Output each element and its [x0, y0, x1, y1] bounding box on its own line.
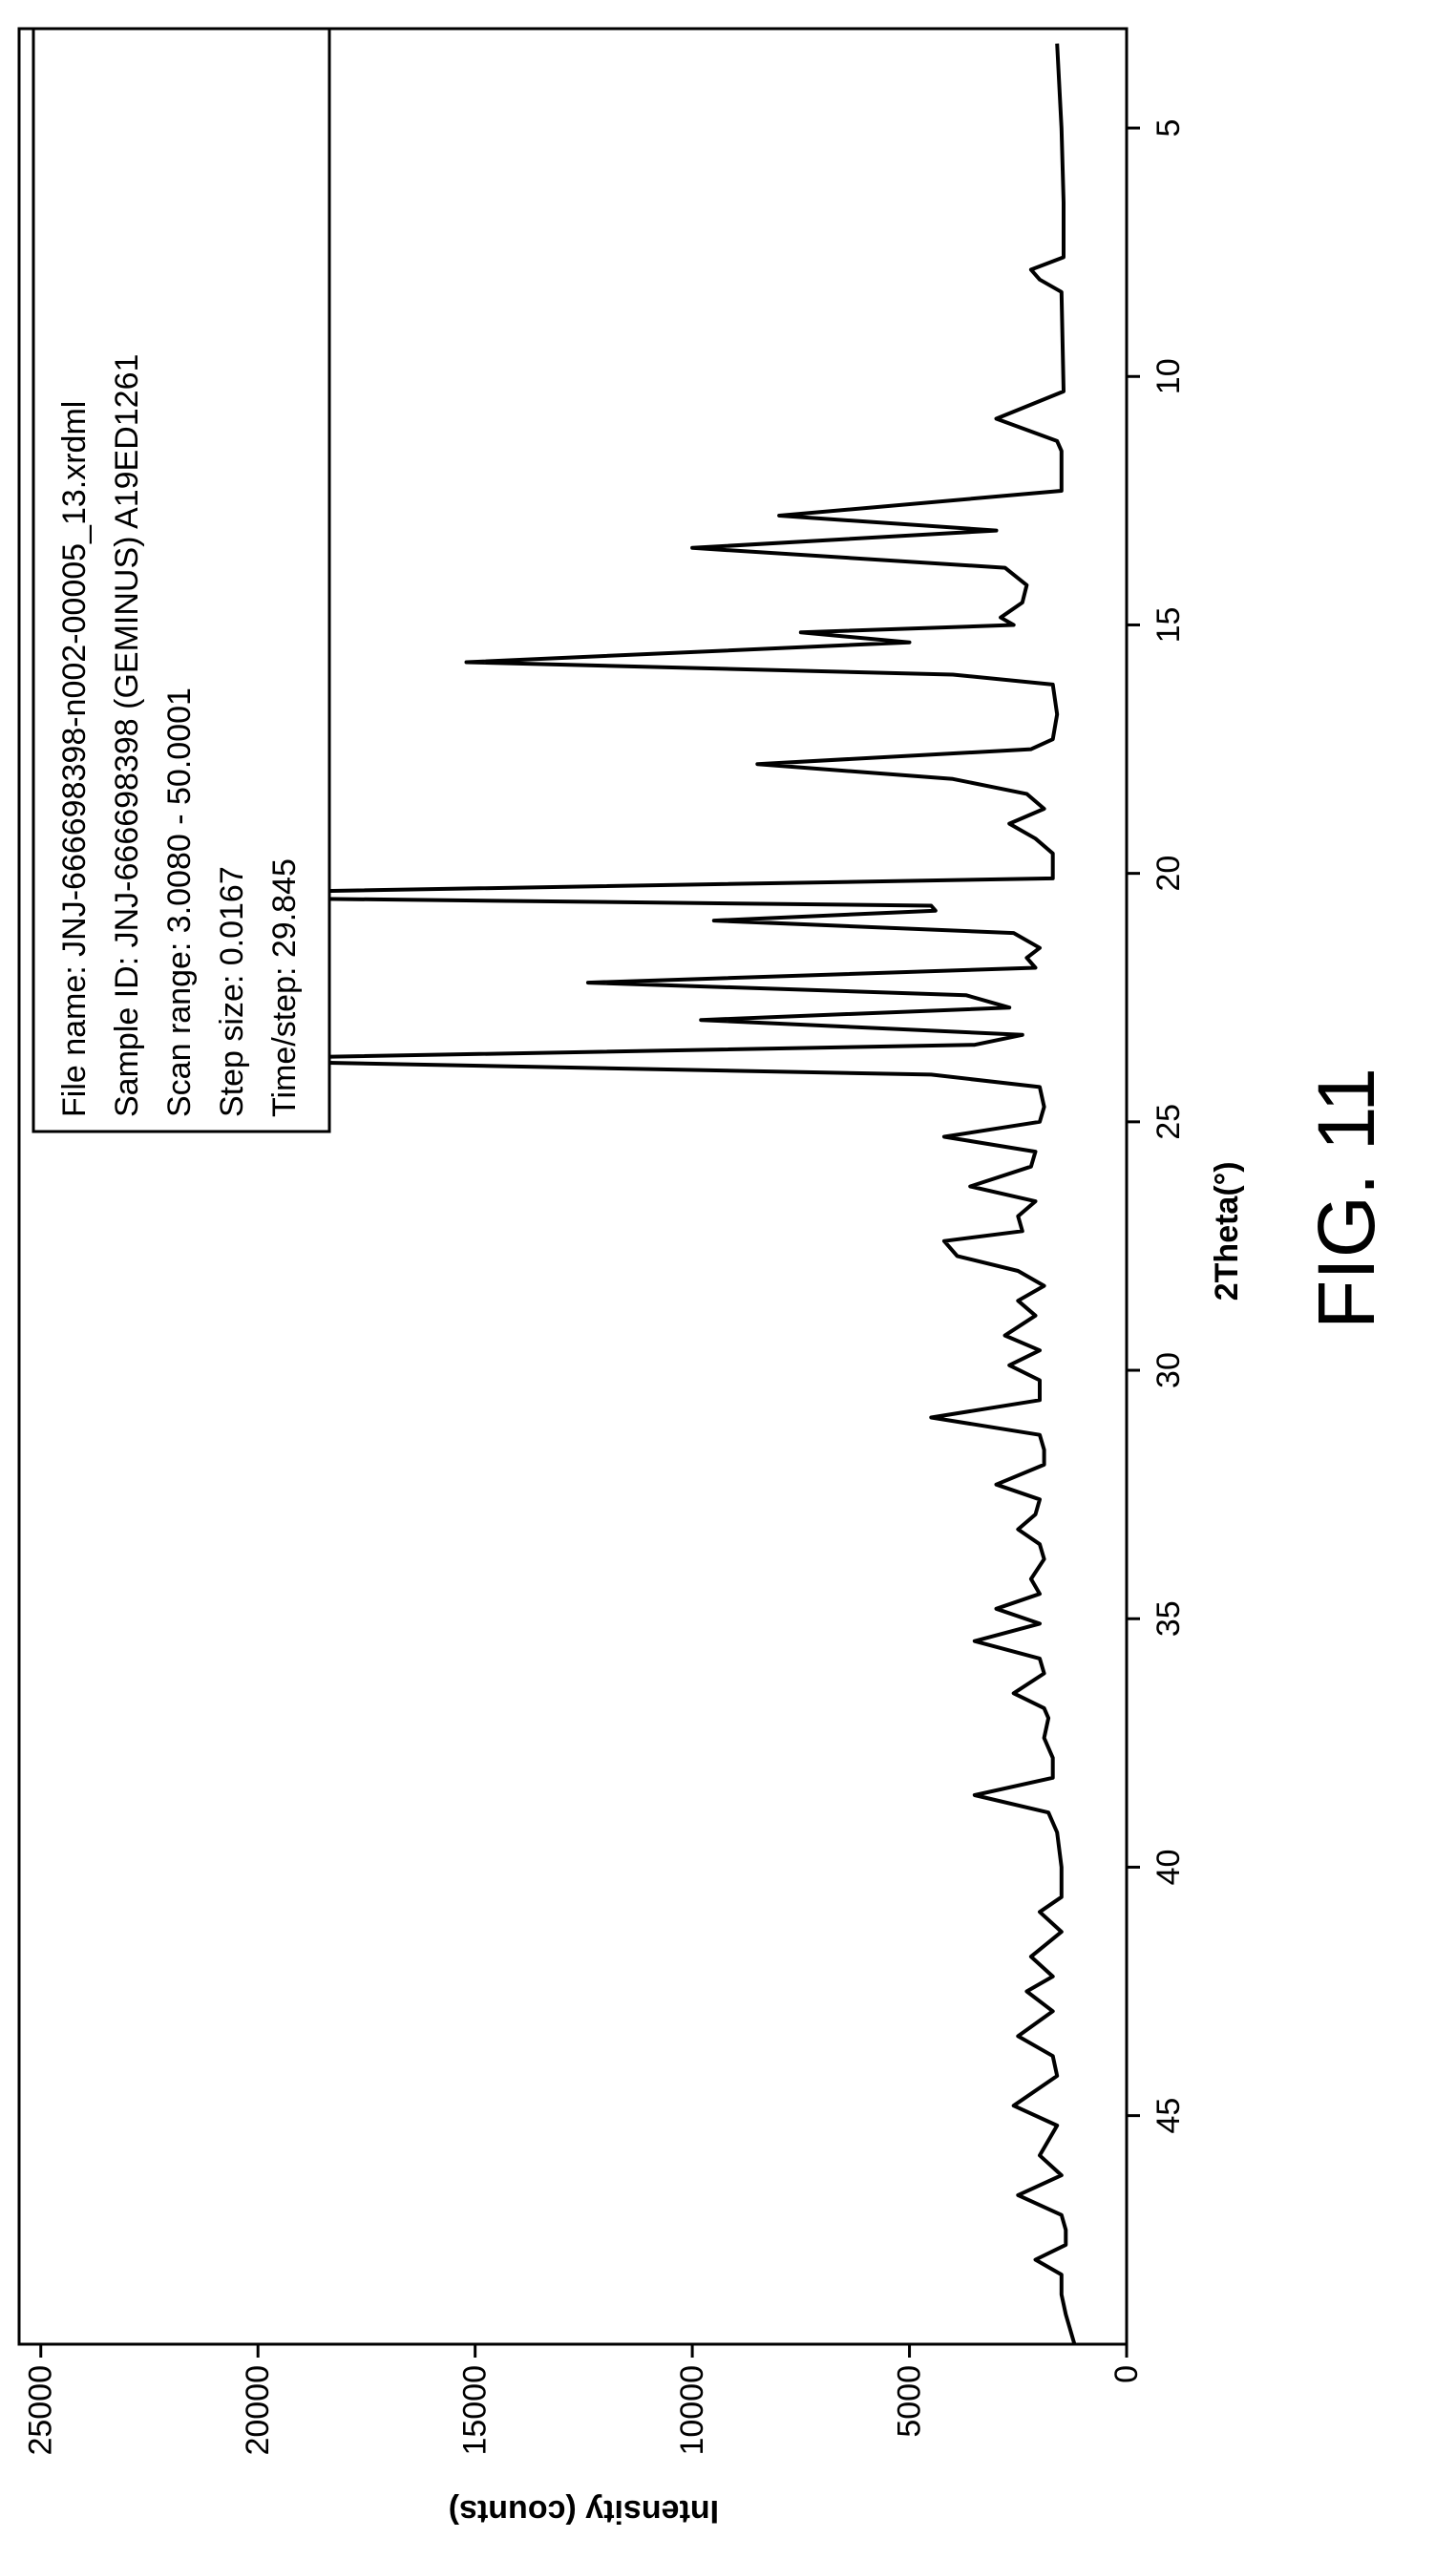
y-tick-label: 0 — [1108, 2365, 1145, 2383]
y-tick-label: 15000 — [457, 2365, 494, 2456]
legend-line: File name: JNJ-666698398-n002-00005_13.x… — [56, 401, 93, 1117]
figure-label-group: FIG. 11 — [1301, 1068, 1391, 1329]
y-tick-label: 5000 — [892, 2365, 928, 2438]
x-tick-label: 25 — [1150, 1104, 1187, 1140]
y-axis-title: Intensity (counts) — [449, 2493, 719, 2529]
legend: File name: JNJ-666698398-n002-00005_13.x… — [33, 29, 329, 1132]
figure-label: FIG. 11 — [1301, 1068, 1391, 1329]
y-tick-label: 10000 — [674, 2365, 710, 2456]
y-tick-label: 20000 — [240, 2365, 276, 2456]
x-tick-label: 5 — [1150, 119, 1187, 138]
y-tick-label: 25000 — [23, 2365, 59, 2456]
x-tick-label: 30 — [1150, 1352, 1187, 1388]
x-tick-label: 20 — [1150, 856, 1187, 892]
x-axis-title: 2Theta(°) — [1209, 1161, 1245, 1301]
x-tick-label: 40 — [1150, 1850, 1187, 1886]
legend-line: Sample ID: JNJ-666698398 (GEMINUS) A19ED… — [109, 354, 145, 1117]
x-tick-label: 45 — [1150, 2098, 1187, 2134]
x-tick-label: 35 — [1150, 1600, 1187, 1637]
x-tick-label: 15 — [1150, 607, 1187, 644]
legend-line: Time/step: 29.845 — [266, 858, 303, 1117]
x-tick-label: 10 — [1150, 358, 1187, 394]
legend-line: Scan range: 3.0080 - 50.0001 — [161, 688, 198, 1117]
legend-line: Step size: 0.0167 — [214, 866, 250, 1117]
